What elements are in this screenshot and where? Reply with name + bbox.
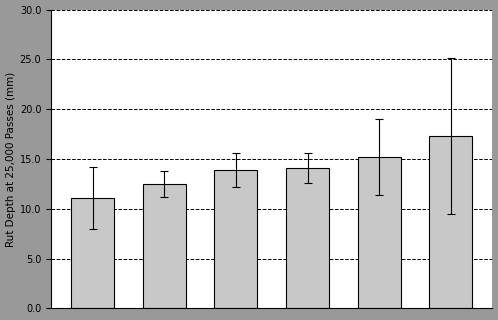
Bar	[71, 198, 114, 308]
Bar	[215, 170, 257, 308]
Y-axis label: Rut Depth at 25,000 Passes (mm): Rut Depth at 25,000 Passes (mm)	[5, 71, 15, 247]
Bar	[429, 136, 473, 308]
Bar	[286, 168, 329, 308]
Bar	[358, 157, 401, 308]
Bar	[143, 184, 186, 308]
